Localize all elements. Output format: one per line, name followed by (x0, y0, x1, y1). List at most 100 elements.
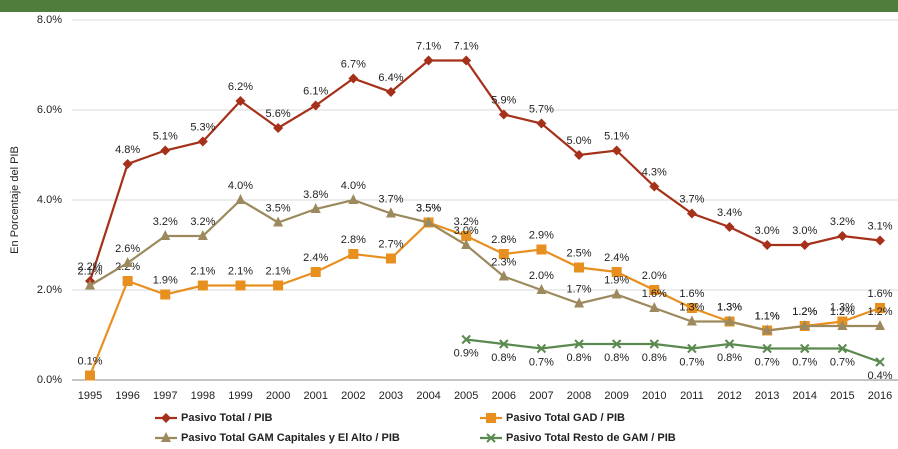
marker (122, 159, 133, 169)
data-label: 2.3% (491, 256, 516, 268)
data-label: 3.7% (679, 193, 704, 205)
x-tick-label: 2004 (416, 390, 440, 402)
data-label: 5.1% (604, 130, 629, 142)
series-line (466, 338, 881, 364)
data-label: 2.8% (491, 234, 516, 246)
x-tick-label: 2001 (303, 390, 327, 402)
data-label: 1.9% (604, 274, 629, 286)
marker (122, 257, 133, 267)
marker (85, 279, 95, 290)
x-tick-label: 2015 (830, 390, 854, 402)
marker (498, 249, 509, 259)
marker (649, 181, 660, 192)
data-label: 1.1% (755, 310, 780, 322)
data-label: 4.3% (642, 166, 667, 178)
series-line (88, 59, 881, 282)
marker (799, 320, 810, 330)
marker (686, 208, 697, 219)
x-tick-label: 1996 (115, 390, 139, 402)
marker (649, 302, 660, 312)
data-label: 2.1% (77, 265, 102, 277)
marker (686, 315, 697, 326)
marker (310, 100, 321, 111)
marker (574, 150, 585, 160)
marker (837, 231, 848, 241)
data-label: 0.8% (567, 352, 592, 364)
data-label: 3.0% (755, 225, 780, 237)
data-label: 3.0% (792, 225, 817, 237)
marker (800, 343, 810, 354)
x-tick-label: 2002 (341, 390, 365, 402)
data-label: 3.5% (416, 202, 441, 214)
data-label: 2.1% (228, 265, 253, 277)
data-label: 3.8% (303, 189, 328, 201)
data-label: 2.8% (341, 234, 366, 246)
data-label: 2.6% (115, 243, 140, 255)
marker (649, 285, 660, 295)
marker (686, 303, 697, 313)
data-label: 3.5% (266, 202, 291, 214)
marker (85, 370, 95, 381)
marker (724, 315, 735, 326)
legend-label: Pasivo Total / PIB (181, 412, 273, 424)
y-tick-label: 0.0% (37, 374, 62, 386)
legend-marker (486, 433, 496, 443)
marker (499, 339, 509, 349)
data-label: 3.1% (867, 220, 892, 232)
marker (611, 288, 622, 299)
marker (160, 289, 171, 300)
data-label: 1.3% (679, 301, 704, 313)
data-label: 1.6% (642, 288, 667, 300)
marker (498, 109, 509, 120)
x-tick-label: 2005 (454, 390, 478, 402)
marker (348, 249, 359, 259)
data-label: 2.0% (529, 270, 554, 282)
data-label: 6.4% (378, 72, 403, 84)
marker (160, 145, 171, 156)
marker (574, 297, 585, 308)
data-label: 1.6% (679, 288, 704, 300)
marker (687, 343, 697, 354)
marker (574, 262, 585, 273)
data-label: 0.9% (454, 347, 479, 359)
data-label: 2.4% (604, 252, 629, 264)
marker (197, 280, 208, 291)
data-label: 4.0% (341, 180, 366, 192)
data-label: 2.0% (642, 270, 667, 282)
data-label: 2.1% (266, 265, 291, 277)
marker (611, 145, 622, 156)
marker (310, 267, 321, 277)
y-axis-title: En Porcentaje del PIB (9, 146, 21, 254)
data-label: 0.8% (642, 352, 667, 364)
marker (536, 118, 547, 129)
data-label: 3.7% (378, 193, 403, 205)
x-tick-label: 1999 (228, 390, 252, 402)
legend-marker (486, 413, 496, 423)
data-label: 1.2% (792, 306, 817, 318)
y-tick-label: 6.0% (37, 104, 62, 116)
marker (461, 55, 472, 66)
marker (762, 324, 773, 335)
x-tick-label: 2000 (266, 390, 290, 402)
marker (235, 96, 246, 106)
x-tick-label: 2016 (868, 390, 892, 402)
x-tick-label: 2008 (567, 390, 591, 402)
data-label: 1.1% (755, 310, 780, 322)
x-tick-label: 1998 (191, 390, 215, 402)
marker (160, 230, 171, 240)
data-label: 2.4% (303, 252, 328, 264)
marker (875, 303, 885, 313)
data-label: 4.0% (228, 180, 253, 192)
marker (762, 343, 772, 354)
data-label: 4.8% (115, 144, 140, 156)
marker (348, 194, 359, 204)
y-tick-label: 4.0% (37, 194, 62, 206)
x-tick-label: 2014 (793, 390, 817, 402)
marker (122, 276, 133, 286)
header-band (0, 0, 898, 12)
y-tick-label: 8.0% (37, 14, 62, 26)
data-label: 3.5% (416, 202, 441, 214)
x-tick-label: 1995 (78, 390, 102, 402)
data-label: 7.1% (454, 40, 479, 52)
